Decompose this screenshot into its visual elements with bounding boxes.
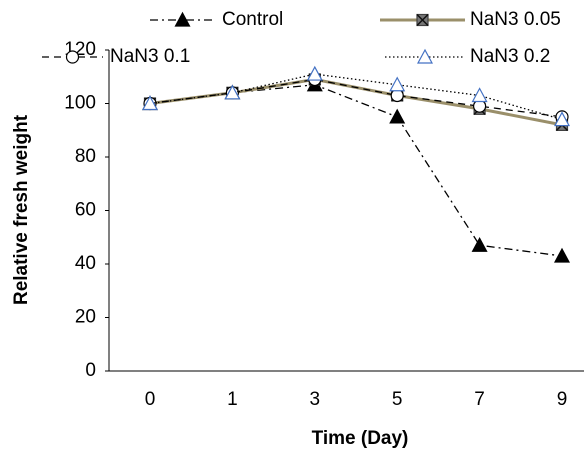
legend-label: Control bbox=[222, 9, 283, 30]
series-line bbox=[149, 77, 563, 127]
series-line bbox=[149, 73, 563, 121]
x-tick-label: 1 bbox=[227, 389, 238, 410]
marker bbox=[471, 237, 488, 252]
x-tick-label: 3 bbox=[310, 389, 321, 410]
x-tick-label: 5 bbox=[392, 389, 403, 410]
x-axis-title: Time (Day) bbox=[312, 428, 409, 449]
marker bbox=[389, 108, 406, 124]
series-line bbox=[149, 84, 563, 257]
legend-marker bbox=[416, 48, 434, 64]
legend-label: NaN3 0.2 bbox=[470, 46, 550, 67]
marker bbox=[553, 111, 571, 127]
legend-marker bbox=[416, 13, 429, 27]
x-tick-label: 0 bbox=[145, 389, 156, 410]
legend-marker bbox=[174, 11, 191, 27]
series-line bbox=[149, 78, 563, 118]
y-tick-label: 20 bbox=[75, 307, 96, 328]
x-tick-label: 9 bbox=[557, 389, 568, 410]
y-tick-label: 60 bbox=[75, 200, 96, 221]
y-tick-label: 100 bbox=[64, 93, 96, 114]
legend-marker bbox=[65, 50, 80, 64]
marker bbox=[553, 247, 571, 263]
y-tick-label: 80 bbox=[75, 146, 96, 167]
x-tick-label: 7 bbox=[474, 389, 485, 410]
marker bbox=[141, 95, 159, 111]
y-tick-label: 40 bbox=[75, 253, 96, 274]
marker bbox=[224, 84, 241, 100]
marker bbox=[306, 65, 323, 81]
y-tick-label: 0 bbox=[85, 360, 96, 381]
marker bbox=[389, 76, 406, 92]
legend-label: NaN3 0.1 bbox=[110, 46, 190, 67]
marker bbox=[471, 87, 488, 103]
y-axis-title: Relative fresh weight bbox=[11, 114, 32, 305]
legend-label: NaN3 0.05 bbox=[470, 9, 561, 30]
